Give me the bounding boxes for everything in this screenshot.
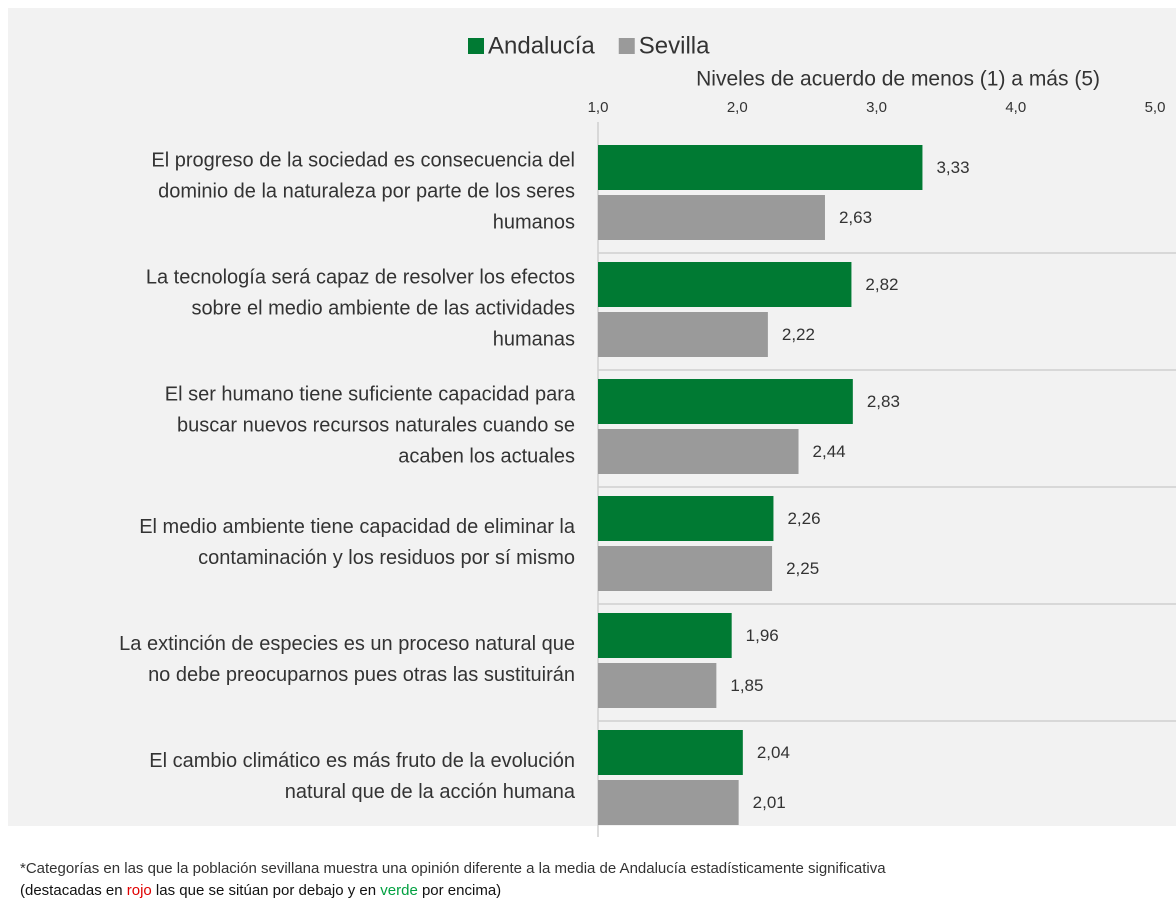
category-label: humanos: [493, 211, 575, 233]
legend-swatch: [618, 38, 635, 54]
value-label: 2,83: [867, 392, 900, 411]
footnote-part: las que se sitúan por debajo y en: [152, 882, 381, 899]
x-tick-label: 3,0: [866, 99, 887, 116]
bar: [598, 613, 732, 658]
footnote: *Categorías en las que la población sevi…: [20, 860, 886, 877]
axis-title: Niveles de acuerdo de menos (1) a más (5…: [696, 68, 1100, 91]
category-label: El ser humano tiene suficiente capacidad…: [165, 383, 576, 405]
x-tick-label: 5,0: [1145, 99, 1166, 116]
bar: [598, 312, 768, 357]
footnote-part: verde: [380, 882, 418, 899]
category-label: humanas: [493, 328, 575, 350]
x-tick-label: 1,0: [588, 99, 609, 116]
category-label: dominio de la naturaleza por parte de lo…: [158, 180, 575, 202]
bar: [598, 195, 825, 240]
category-label: buscar nuevos recursos naturales cuando …: [177, 414, 575, 436]
legend-swatch: [468, 38, 484, 54]
bar: [598, 145, 923, 190]
category-label: contaminación y los residuos por sí mism…: [198, 547, 575, 569]
value-label: 2,26: [787, 509, 820, 528]
plot-background: [8, 8, 1176, 826]
footnote: (destacadas en rojo las que se sitúan po…: [20, 882, 501, 899]
bar: [598, 546, 773, 591]
footnote-part: por encima): [418, 882, 501, 899]
bar: [598, 730, 743, 775]
value-label: 2,44: [813, 442, 846, 461]
category-label: El medio ambiente tiene capacidad de eli…: [139, 516, 576, 538]
value-label: 2,04: [757, 743, 790, 762]
value-label: 2,22: [782, 325, 815, 344]
value-label: 3,33: [936, 158, 969, 177]
value-label: 1,85: [730, 676, 763, 695]
value-label: 2,63: [839, 208, 872, 227]
value-label: 2,01: [753, 793, 786, 812]
footnote-part: rojo: [127, 882, 152, 899]
bar: [598, 429, 799, 474]
bar: [598, 379, 853, 424]
legend-label: Sevilla: [639, 32, 710, 59]
bar: [598, 663, 717, 708]
value-label: 2,82: [865, 275, 898, 294]
category-label: no debe preocuparnos pues otras las sust…: [148, 664, 575, 686]
value-label: 1,96: [746, 626, 779, 645]
legend-label: Andalucía: [488, 32, 595, 59]
bar: [598, 262, 852, 307]
bar: [598, 496, 774, 541]
category-label: natural que de la acción humana: [285, 781, 576, 803]
category-label: sobre el medio ambiente de las actividad…: [191, 297, 575, 319]
category-label: La tecnología será capaz de resolver los…: [146, 266, 575, 288]
bar: [598, 780, 739, 825]
category-label: acaben los actuales: [398, 445, 575, 467]
value-label: 2,25: [786, 559, 819, 578]
x-tick-label: 4,0: [1005, 99, 1026, 116]
category-label: El progreso de la sociedad es consecuenc…: [151, 149, 575, 171]
x-tick-label: 2,0: [727, 99, 748, 116]
footnote-part: (destacadas en: [20, 882, 127, 899]
category-label: El cambio climático es más fruto de la e…: [149, 750, 575, 772]
category-label: La extinción de especies es un proceso n…: [119, 633, 575, 655]
